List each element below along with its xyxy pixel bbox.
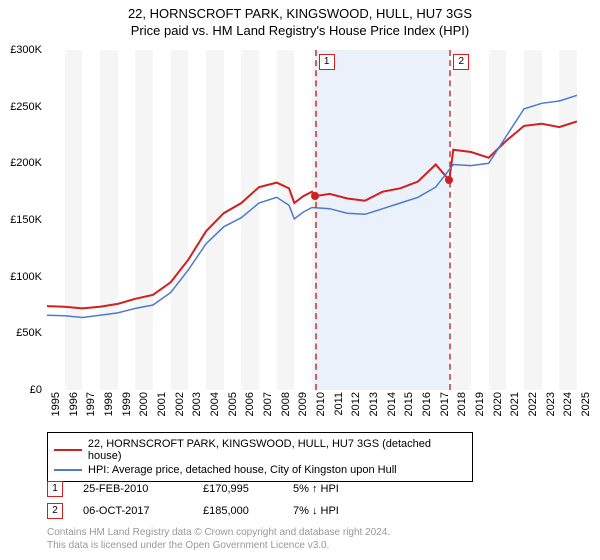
transaction-row: 1 25-FEB-2010 £170,995 5% ↑ HPI [47,478,363,500]
x-axis-tick: 2017 [439,392,451,428]
x-axis-tick: 2013 [368,392,380,428]
x-axis-tick: 2012 [350,392,362,428]
legend-row: 22, HORNSCROFT PARK, KINGSWOOD, HULL, HU… [54,437,466,463]
footer: Contains HM Land Registry data © Crown c… [47,526,390,552]
x-axis-tick: 2002 [174,392,186,428]
chart-area: £0£50K£100K£150K£200K£250K£300K 19951996… [47,50,577,390]
x-axis-tick: 2015 [403,392,415,428]
legend-swatch [54,469,82,471]
marker-label: 2 [453,54,469,70]
x-axis-tick: 2011 [333,392,345,428]
marker-label: 1 [319,54,335,70]
x-axis-tick: 1997 [85,392,97,428]
x-axis-tick: 2025 [580,392,592,428]
x-axis-tick: 2018 [456,392,468,428]
transaction-date: 06-OCT-2017 [83,505,183,517]
transaction-date: 25-FEB-2010 [83,483,183,495]
y-axis-tick: £300K [0,44,42,56]
year-band [206,50,224,390]
x-axis-tick: 2010 [315,392,327,428]
transaction-delta: 5% ↑ HPI [293,483,363,495]
transaction-row: 2 06-OCT-2017 £185,000 7% ↓ HPI [47,500,363,522]
transaction-price: £170,995 [203,483,273,495]
year-band [559,50,577,390]
x-axis-tick: 2004 [209,392,221,428]
x-axis-tick: 2023 [545,392,557,428]
y-axis-tick: £150K [0,214,42,226]
x-axis-tick: 2005 [227,392,239,428]
x-axis-tick: 1995 [50,392,62,428]
y-axis-tick: £0 [0,384,42,396]
x-axis-tick: 2003 [191,392,203,428]
legend-row: HPI: Average price, detached house, City… [54,463,466,477]
chart-title: 22, HORNSCROFT PARK, KINGSWOOD, HULL, HU… [0,6,600,21]
legend-text: 22, HORNSCROFT PARK, KINGSWOOD, HULL, HU… [88,438,466,462]
y-axis-tick: £50K [0,327,42,339]
y-axis-tick: £200K [0,157,42,169]
y-axis-tick: £250K [0,101,42,113]
year-band [65,50,83,390]
year-band [453,50,471,390]
transaction-price: £185,000 [203,505,273,517]
year-band [277,50,295,390]
year-band [489,50,507,390]
x-axis-tick: 1998 [103,392,115,428]
x-axis-tick: 1999 [121,392,133,428]
x-axis-tick: 2007 [262,392,274,428]
x-axis-tick: 2009 [297,392,309,428]
x-axis-tick: 2021 [509,392,521,428]
year-band [524,50,542,390]
transaction-marker: 1 [47,481,63,497]
legend-swatch [54,449,82,451]
shaded-region [315,50,450,390]
x-axis-tick: 2019 [474,392,486,428]
x-axis-tick: 2024 [562,392,574,428]
transaction-delta: 7% ↓ HPI [293,505,363,517]
footer-line-2: This data is licensed under the Open Gov… [47,539,390,552]
transaction-table: 1 25-FEB-2010 £170,995 5% ↑ HPI 2 06-OCT-2017… [47,478,363,522]
x-axis-tick: 2008 [280,392,292,428]
transaction-marker: 2 [47,503,63,519]
year-band [100,50,118,390]
chart-titles: 22, HORNSCROFT PARK, KINGSWOOD, HULL, HU… [0,0,600,38]
legend: 22, HORNSCROFT PARK, KINGSWOOD, HULL, HU… [47,432,473,482]
legend-text: HPI: Average price, detached house, City… [88,464,397,476]
x-axis-tick: 2020 [492,392,504,428]
year-band [241,50,259,390]
marker-dot [311,192,319,200]
marker-line [315,50,317,390]
x-axis-tick: 2001 [156,392,168,428]
chart-subtitle: Price paid vs. HM Land Registry's House … [0,23,600,38]
year-band [171,50,189,390]
year-band [135,50,153,390]
x-axis-tick: 2000 [138,392,150,428]
x-axis-tick: 2014 [386,392,398,428]
x-axis-tick: 1996 [68,392,80,428]
footer-line-1: Contains HM Land Registry data © Crown c… [47,526,390,539]
marker-dot [445,176,453,184]
x-axis-tick: 2006 [244,392,256,428]
y-axis-tick: £100K [0,271,42,283]
x-axis-tick: 2016 [421,392,433,428]
x-axis-tick: 2022 [527,392,539,428]
marker-line [449,50,451,390]
